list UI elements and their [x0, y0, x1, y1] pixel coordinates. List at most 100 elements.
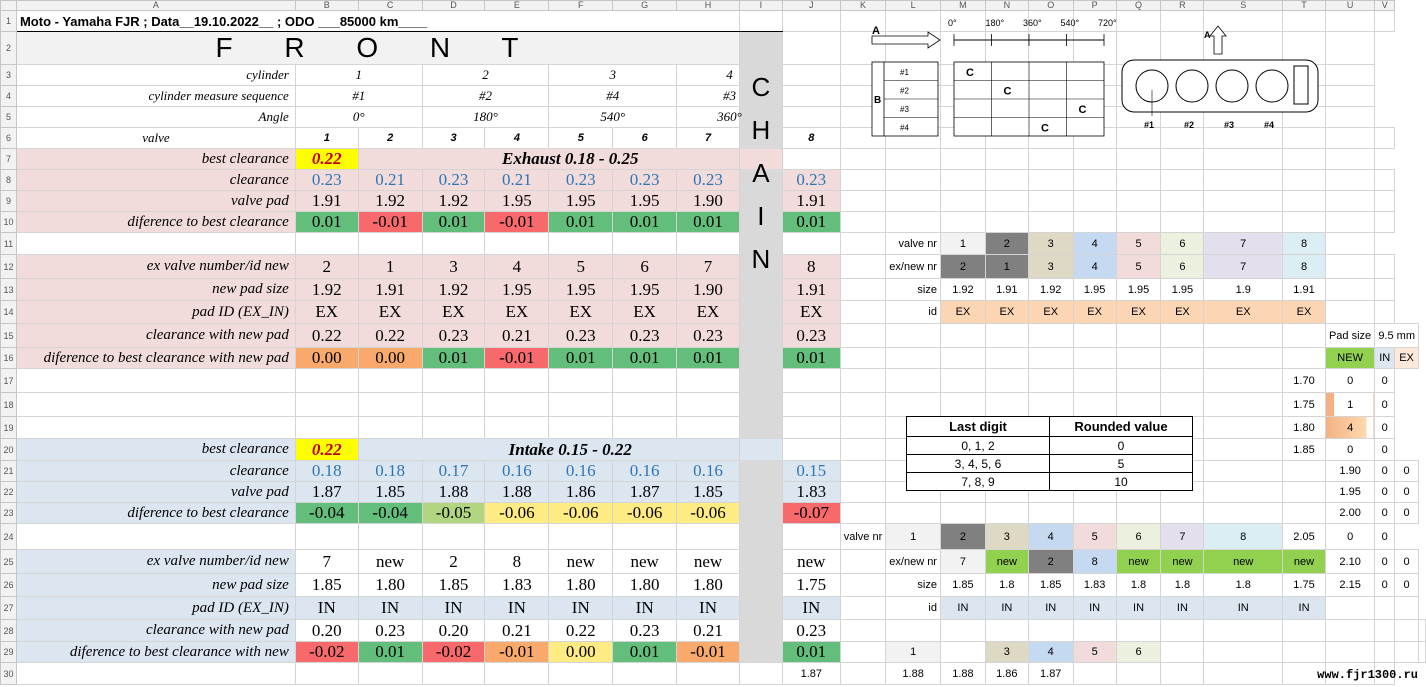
cell[interactable]	[1160, 502, 1205, 524]
cell[interactable]	[548, 368, 614, 393]
pad-count-ex[interactable]: 0	[1374, 523, 1396, 550]
value-cell[interactable]: 0.01	[421, 347, 486, 369]
cell[interactable]	[1282, 169, 1326, 191]
side-value[interactable]: EX	[1203, 300, 1284, 324]
cell[interactable]	[1115, 323, 1162, 348]
cell[interactable]	[839, 254, 887, 279]
cell[interactable]	[1282, 347, 1326, 369]
cell[interactable]	[1394, 596, 1419, 620]
row-header[interactable]: 16	[0, 347, 17, 369]
cell[interactable]	[612, 662, 678, 685]
cell[interactable]	[1324, 254, 1376, 279]
pad-count-in[interactable]: 0	[1374, 460, 1396, 482]
value-cell[interactable]: 1.85	[676, 481, 740, 503]
value-cell[interactable]: 0.20	[421, 619, 486, 642]
side-value[interactable]: 5	[1115, 232, 1162, 255]
cell[interactable]	[781, 392, 841, 417]
cell[interactable]	[421, 392, 486, 417]
side-value[interactable]: 1.8	[1115, 573, 1162, 597]
cell[interactable]	[1324, 278, 1376, 301]
column-header[interactable]: I	[738, 0, 783, 11]
row-header[interactable]: 4	[0, 85, 17, 107]
value-cell[interactable]: 0.01	[548, 347, 614, 369]
cell[interactable]	[357, 368, 423, 393]
cell[interactable]	[839, 392, 887, 417]
side-value[interactable]: 3	[1027, 254, 1074, 279]
bottom-valve[interactable]: 1	[885, 641, 941, 663]
pad-size-new[interactable]: 1.80	[1282, 416, 1326, 439]
value-cell[interactable]: 1.90	[676, 190, 740, 212]
cell[interactable]	[1374, 169, 1396, 191]
cell[interactable]	[1115, 619, 1162, 642]
row-header[interactable]: 11	[0, 232, 17, 255]
value-cell[interactable]: 0.00	[294, 347, 359, 369]
value-cell[interactable]: 0.00	[548, 641, 614, 663]
cell[interactable]	[984, 148, 1029, 170]
side-value[interactable]: 2	[939, 254, 986, 279]
cell[interactable]	[676, 523, 740, 550]
column-header[interactable]: D	[421, 0, 486, 11]
cell[interactable]	[1374, 10, 1396, 32]
value-cell[interactable]: EX	[781, 300, 841, 324]
cell[interactable]	[1282, 190, 1326, 212]
cell[interactable]	[984, 190, 1029, 212]
row-header[interactable]: 30	[0, 662, 17, 685]
cell[interactable]	[839, 190, 887, 212]
value-cell[interactable]: EX	[484, 300, 550, 324]
cell[interactable]	[1282, 211, 1326, 233]
value-cell[interactable]: 0.01	[676, 211, 740, 233]
column-header[interactable]: T	[1282, 0, 1326, 11]
bottom-size[interactable]: 1.87	[1027, 662, 1074, 685]
row-header[interactable]: 6	[0, 127, 17, 149]
side-value[interactable]: EX	[1160, 300, 1205, 324]
value-cell[interactable]: -0.05	[421, 502, 486, 524]
cell[interactable]	[421, 368, 486, 393]
bottom-valve[interactable]: 4	[1027, 641, 1074, 663]
cell[interactable]	[1072, 368, 1117, 393]
side-value[interactable]: 1.91	[1282, 278, 1326, 301]
cell[interactable]	[939, 323, 986, 348]
bottom-size[interactable]: 1.88	[885, 662, 941, 685]
cell[interactable]	[839, 481, 887, 503]
cell[interactable]	[1027, 211, 1074, 233]
value-cell[interactable]: -0.06	[484, 502, 550, 524]
cell[interactable]	[1374, 127, 1396, 149]
cell[interactable]	[1324, 10, 1376, 32]
cell[interactable]	[421, 662, 486, 685]
cell[interactable]	[548, 416, 614, 439]
side-value[interactable]: 5	[1115, 254, 1162, 279]
cell[interactable]	[984, 392, 1029, 417]
cell[interactable]	[885, 392, 941, 417]
value-cell[interactable]: 1.87	[294, 481, 359, 503]
cell[interactable]	[839, 641, 887, 663]
row-header[interactable]: 20	[0, 438, 17, 461]
cell[interactable]	[1374, 300, 1396, 324]
side-value[interactable]: 1	[984, 254, 1029, 279]
pad-count-in[interactable]: 0	[1374, 502, 1396, 524]
side-value[interactable]: 1.95	[1072, 278, 1117, 301]
side-value[interactable]: new	[1203, 549, 1284, 574]
pad-count-ex[interactable]: 0	[1394, 460, 1419, 482]
column-header[interactable]: K	[839, 0, 887, 11]
cell[interactable]	[294, 662, 359, 685]
value-cell[interactable]: 0.01	[294, 211, 359, 233]
cell[interactable]	[357, 232, 423, 255]
cell[interactable]	[839, 502, 887, 524]
cell[interactable]	[939, 392, 986, 417]
cell[interactable]	[1324, 64, 1376, 86]
cell[interactable]	[548, 232, 614, 255]
cell[interactable]	[939, 368, 986, 393]
cell[interactable]	[738, 662, 783, 685]
cell[interactable]	[1203, 502, 1284, 524]
value-cell[interactable]: 0.01	[781, 347, 841, 369]
cell[interactable]	[1203, 169, 1284, 191]
bottom-valve[interactable]: 5	[1072, 641, 1117, 663]
cell[interactable]	[1027, 392, 1074, 417]
cell[interactable]	[1027, 323, 1074, 348]
pad-size-new[interactable]: 2.10	[1324, 549, 1376, 574]
value-cell[interactable]: 1.91	[294, 190, 359, 212]
cell[interactable]	[738, 10, 783, 32]
side-value[interactable]: 6	[1115, 523, 1162, 550]
cell[interactable]	[1324, 169, 1376, 191]
cell[interactable]	[1160, 190, 1205, 212]
